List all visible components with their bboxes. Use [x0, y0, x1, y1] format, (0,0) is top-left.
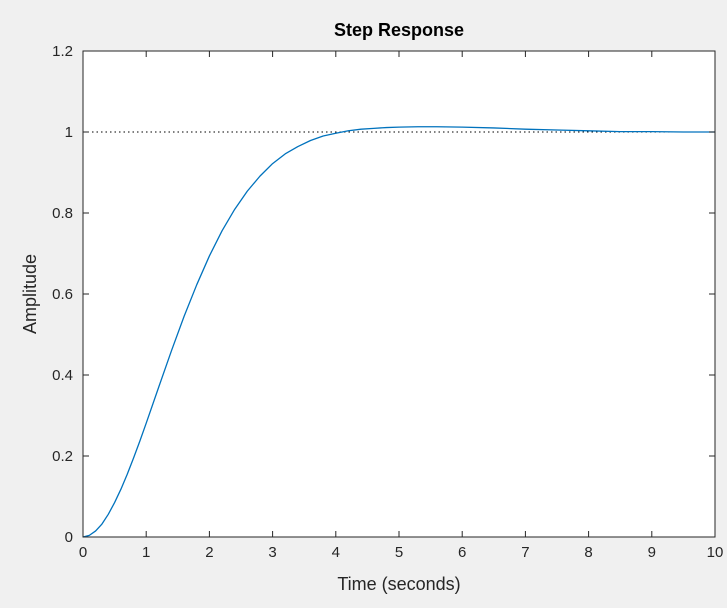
x-tick-label: 9 — [648, 544, 656, 561]
y-tick-label: 1.2 — [52, 43, 73, 60]
step-response-series-line — [82, 126, 715, 538]
x-tick-label: 8 — [584, 544, 592, 561]
y-tick-label: 0.6 — [52, 286, 73, 303]
x-axis-label: Time (seconds) — [337, 574, 460, 594]
y-tick-label: 0.2 — [52, 448, 73, 465]
x-tick-label: 10 — [707, 544, 724, 561]
x-tick-label: 0 — [79, 544, 87, 561]
chart-title: Step Response — [334, 20, 464, 40]
y-tick-label: 0 — [65, 529, 73, 546]
x-tick-label: 3 — [268, 544, 276, 561]
x-tick-label: 5 — [395, 544, 403, 561]
y-tick-label: 1 — [65, 124, 73, 141]
x-tick-label: 6 — [458, 544, 466, 561]
x-tick-label: 4 — [332, 544, 340, 561]
y-tick-label: 0.8 — [52, 205, 73, 222]
tick-layer: 0 1 2 3 4 5 6 7 8 9 10 0 0.2 0.4 0.6 0.8 1 1.2 — [52, 43, 723, 561]
x-tick-label: 1 — [142, 544, 150, 561]
x-tick-label: 7 — [521, 544, 529, 561]
y-axis-label: Amplitude — [20, 254, 40, 334]
x-tick-label: 2 — [205, 544, 213, 561]
plot-area — [83, 51, 715, 537]
y-tick-label: 0.4 — [52, 367, 73, 384]
series-layer — [82, 126, 715, 538]
